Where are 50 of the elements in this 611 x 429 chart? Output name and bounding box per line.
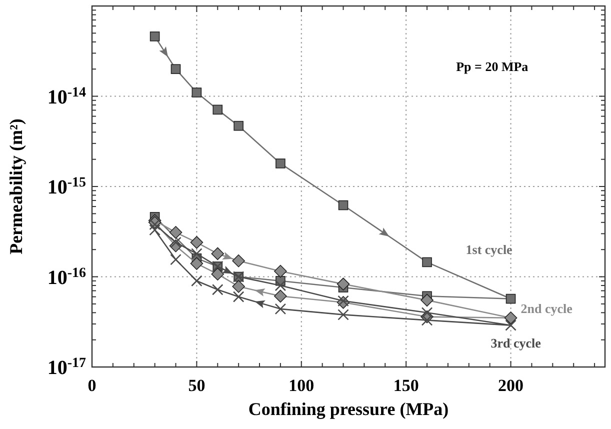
- point: [232, 280, 245, 293]
- y-tick-label: 10$^{-15}$: [47, 175, 86, 198]
- point: [505, 320, 516, 331]
- point: [149, 224, 160, 236]
- point: [421, 314, 433, 326]
- point: [170, 254, 182, 266]
- point: [212, 104, 223, 115]
- x-tick-label: 100: [288, 376, 314, 395]
- point: [421, 307, 433, 318]
- x-tick-label: 200: [498, 376, 524, 395]
- point: [190, 236, 204, 249]
- point: [170, 64, 181, 74]
- x-axis-title: Confining pressure (MPa): [248, 399, 449, 419]
- point: [149, 218, 160, 230]
- series-label: 2nd cycle: [520, 300, 573, 316]
- point: [192, 88, 202, 98]
- x-tick-label: 0: [88, 376, 96, 395]
- series-label: 3rd cycle: [490, 335, 542, 350]
- point: [169, 226, 182, 239]
- y-tick-label: 10$^{-14}$: [47, 84, 86, 108]
- point: [234, 120, 244, 131]
- point: [506, 294, 516, 304]
- point: [191, 275, 202, 287]
- x-tick-label: 150: [393, 376, 419, 395]
- point: [504, 312, 518, 324]
- series-label: 1st cycle: [466, 242, 513, 257]
- y-axis-title: Permeability (m²): [6, 118, 26, 254]
- point: [274, 290, 287, 303]
- point: [212, 284, 224, 296]
- point: [274, 280, 286, 292]
- y-tick-label: 10$^{-17}$: [47, 356, 86, 379]
- point: [211, 268, 224, 280]
- point: [190, 257, 204, 270]
- point: [232, 291, 244, 302]
- point: [191, 248, 202, 260]
- point: [422, 257, 432, 268]
- annotation: Pp = 20 MPa: [456, 58, 529, 74]
- point: [211, 247, 224, 260]
- point: [150, 32, 160, 42]
- point: [274, 264, 287, 278]
- y-tick-label: 10$^{-16}$: [47, 265, 86, 289]
- point: [420, 294, 434, 307]
- point: [276, 158, 286, 168]
- point: [338, 200, 348, 210]
- point: [338, 309, 349, 320]
- x-tick-label: 50: [188, 376, 206, 395]
- point: [274, 303, 286, 315]
- point: [170, 236, 182, 248]
- point: [232, 254, 245, 268]
- point: [336, 278, 350, 290]
